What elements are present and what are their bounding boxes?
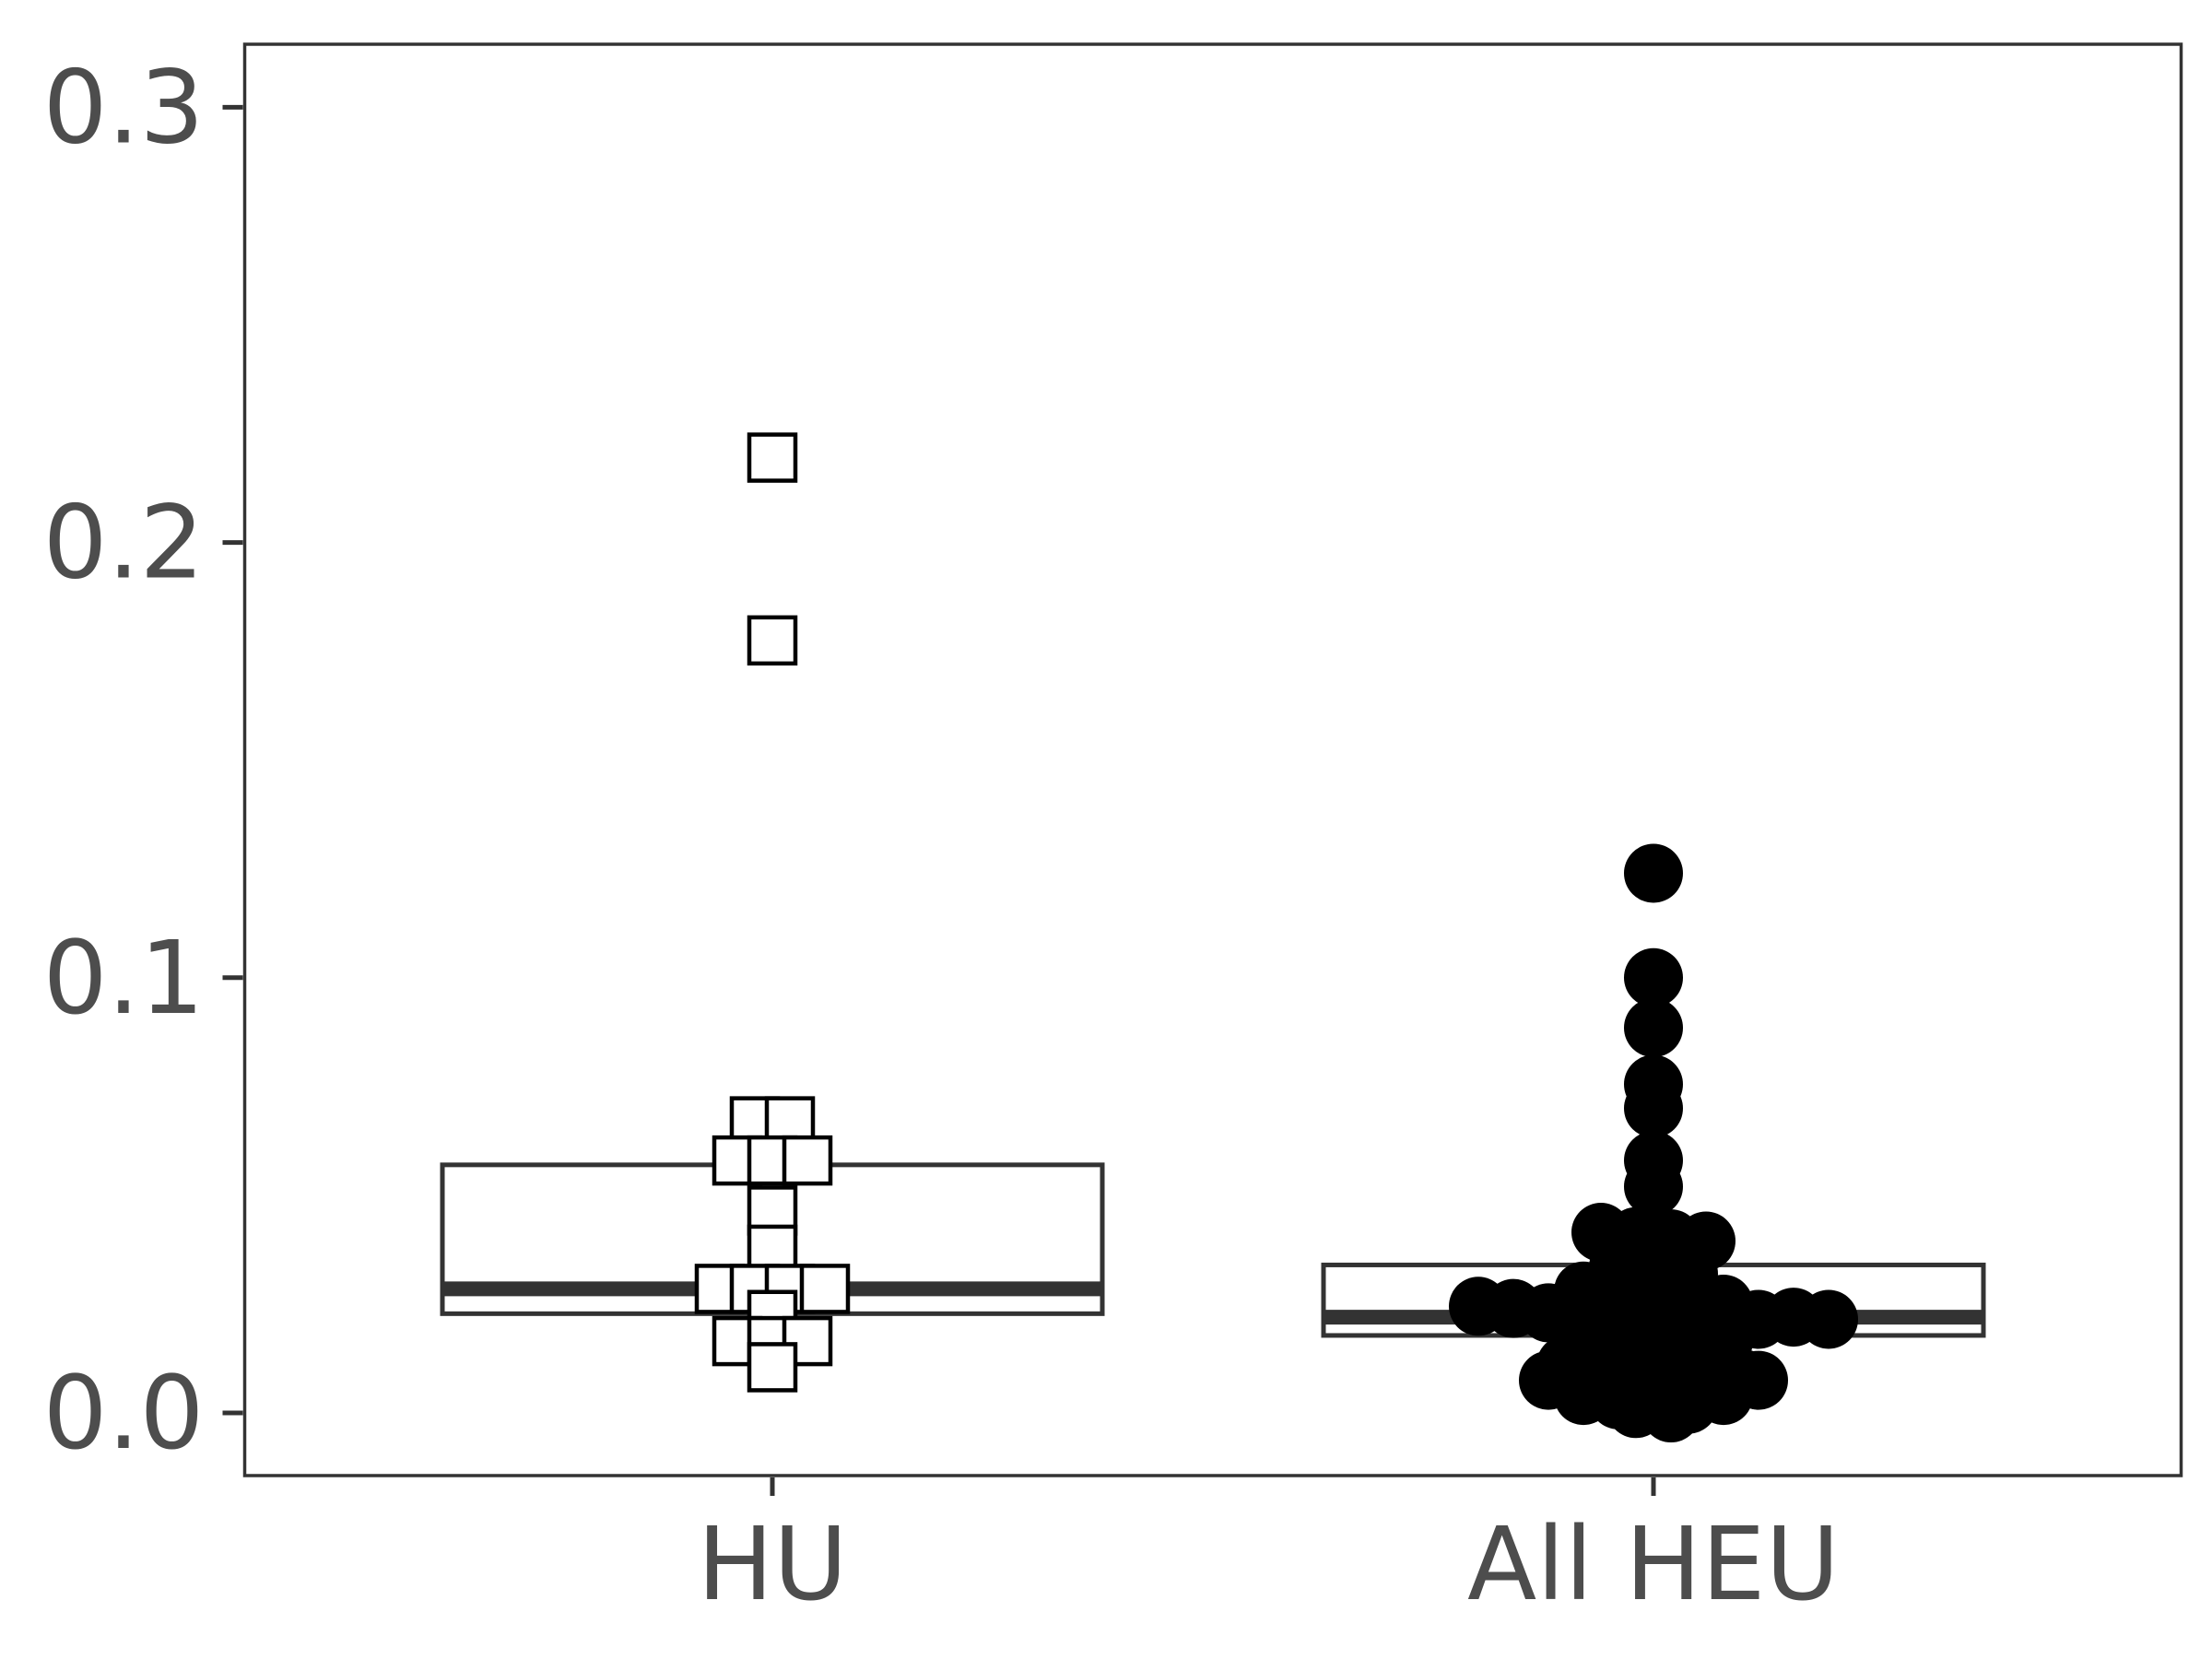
data-point-all-heu [1799,1289,1858,1349]
data-point-hu [782,1135,833,1186]
data-point-all-heu [1624,998,1683,1058]
data-point-hu [747,432,798,483]
group-all-heu [1321,843,1986,1442]
data-point-all-heu [1624,843,1683,903]
y-tick-label: 0.0 [43,1354,205,1472]
y-tick-label: 0.1 [43,919,205,1037]
y-tick-label: 0.3 [43,48,205,166]
plot-panel-border [242,42,2183,1477]
x-tick-label-hu: HU [697,1505,847,1623]
data-point-all-heu [1624,1078,1683,1138]
axes: HU All HEU 0.0 0.1 0.2 0.3 [43,48,1840,1623]
y-tick-label: 0.2 [43,484,205,602]
data-point-hu [747,615,798,666]
data-point-all-heu [1624,947,1683,1007]
data-point-all-heu [1694,1366,1753,1426]
data-point-hu [747,1342,798,1393]
data-point-all-heu [1641,1383,1700,1442]
data-point-hu [799,1264,851,1314]
group-hu [440,432,1105,1393]
plot-area [440,432,1986,1442]
x-tick-label-all-heu: All HEU [1467,1505,1840,1623]
data-point-all-heu [1624,1157,1683,1217]
